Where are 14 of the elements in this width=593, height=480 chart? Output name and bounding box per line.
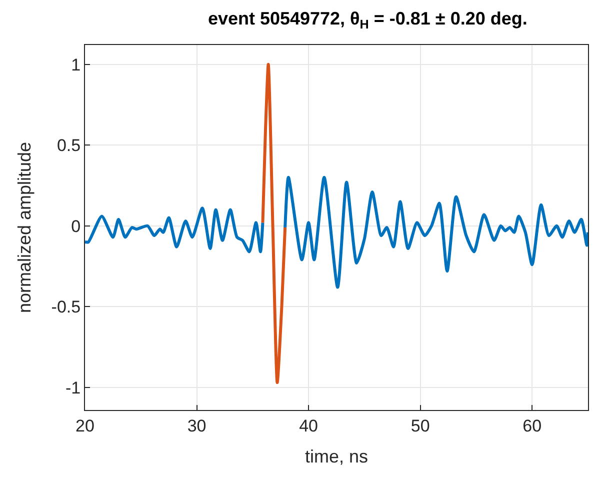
x-tick-label: 30 [187, 416, 206, 436]
y-tick-label: 0 [71, 216, 81, 236]
x-tick-label: 40 [299, 416, 318, 436]
y-axis-title: normalized amplitude [14, 142, 35, 314]
y-tick-label: 1 [71, 55, 81, 74]
y-tick-label: 0.5 [56, 136, 81, 156]
x-axis-title: time, ns [304, 446, 368, 466]
x-tick-label: 60 [522, 416, 542, 436]
x-tick-label: 50 [410, 416, 430, 436]
x-tick-label: 20 [76, 416, 94, 436]
line-series [261, 62, 287, 384]
y-tick-label: -0.5 [51, 298, 81, 317]
chart-title: event 50549772, θ$_{H}$ = -0.81 ± 0.20 deg. [208, 8, 528, 32]
y-tick-label: -1 [65, 378, 81, 398]
